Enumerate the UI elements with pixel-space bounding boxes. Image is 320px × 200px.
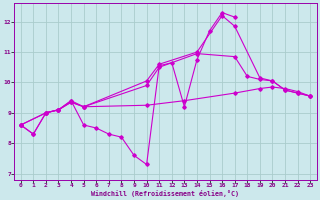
X-axis label: Windchill (Refroidissement éolien,°C): Windchill (Refroidissement éolien,°C) <box>92 190 239 197</box>
